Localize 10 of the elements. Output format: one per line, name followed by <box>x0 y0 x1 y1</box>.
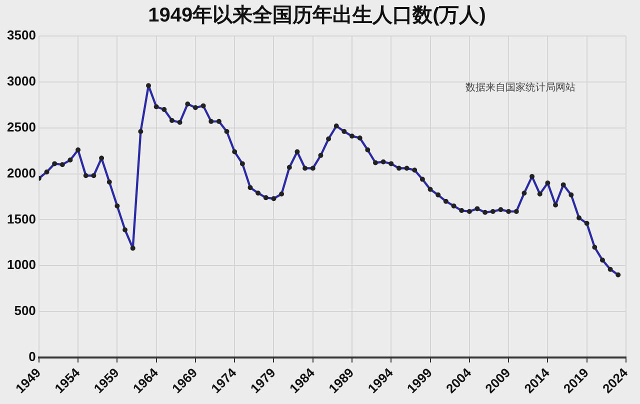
y-tick-label: 2000 <box>7 165 36 180</box>
y-tick-label: 1500 <box>7 211 36 226</box>
y-tick-label: 1000 <box>7 257 36 272</box>
y-tick-label: 500 <box>14 303 36 318</box>
y-tick-label: 0 <box>28 349 36 364</box>
y-tick-label: 2500 <box>7 119 36 134</box>
y-tick-label: 3000 <box>7 74 36 89</box>
chart-title: 1949年以来全国历年出生人口数(万人) <box>148 4 486 27</box>
y-tick-label: 3500 <box>7 28 36 43</box>
annotation: 数据来自国家统计局网站 <box>465 82 576 94</box>
